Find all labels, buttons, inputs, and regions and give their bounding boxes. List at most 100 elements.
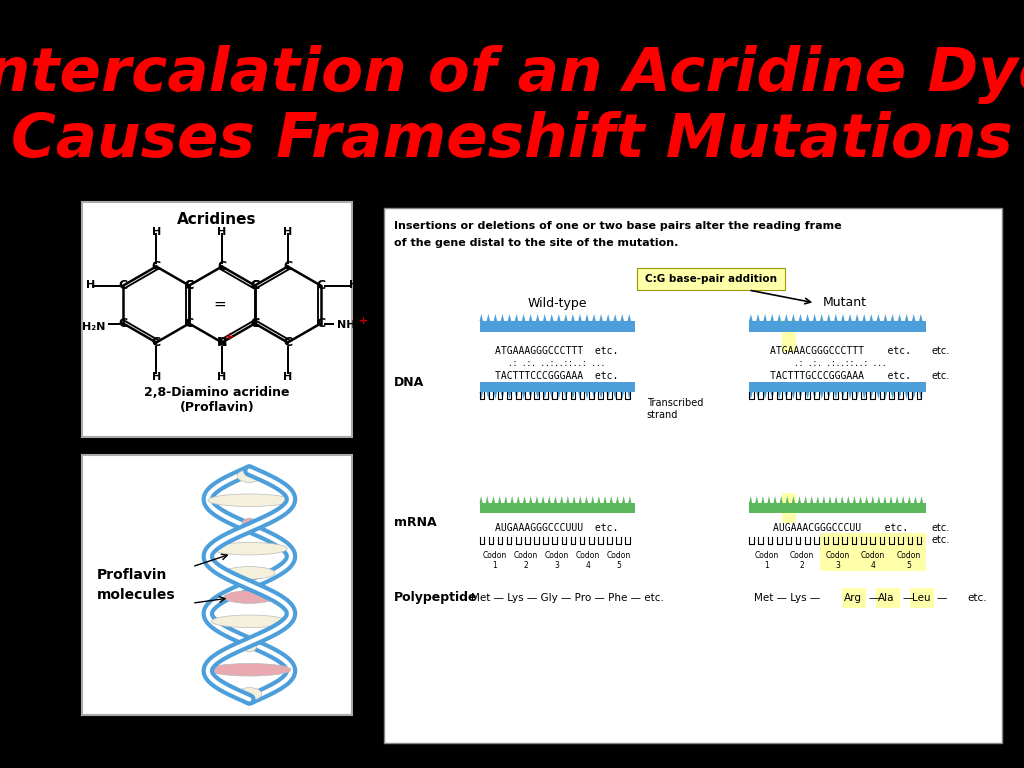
Polygon shape	[603, 496, 606, 503]
Text: —: —	[868, 593, 879, 603]
Text: etc.: etc.	[931, 535, 949, 545]
Polygon shape	[572, 496, 575, 503]
Bar	[479, 503, 635, 513]
Polygon shape	[871, 496, 874, 503]
Text: etc.: etc.	[931, 346, 949, 356]
Text: Codon: Codon	[896, 551, 921, 560]
Polygon shape	[515, 392, 518, 399]
Polygon shape	[862, 314, 866, 321]
Polygon shape	[884, 392, 887, 399]
Polygon shape	[543, 392, 547, 399]
Polygon shape	[763, 392, 767, 399]
Bar	[479, 321, 635, 332]
Text: Proflavin: Proflavin	[97, 568, 167, 581]
Polygon shape	[591, 496, 594, 503]
Polygon shape	[902, 496, 905, 503]
Polygon shape	[599, 314, 603, 321]
Polygon shape	[606, 392, 610, 399]
Text: Mutant: Mutant	[823, 296, 867, 310]
Polygon shape	[564, 314, 567, 321]
Bar	[820, 533, 926, 571]
Polygon shape	[877, 392, 880, 399]
Text: C: C	[217, 260, 226, 273]
Polygon shape	[813, 314, 816, 321]
Polygon shape	[862, 392, 866, 399]
Polygon shape	[763, 314, 767, 321]
Polygon shape	[898, 314, 901, 321]
Text: —: —	[902, 593, 912, 603]
Polygon shape	[878, 496, 881, 503]
Text: 1: 1	[765, 561, 769, 570]
Polygon shape	[486, 392, 490, 399]
Polygon shape	[896, 496, 899, 503]
Polygon shape	[785, 496, 788, 503]
Polygon shape	[564, 392, 567, 399]
Polygon shape	[621, 392, 624, 399]
Polygon shape	[629, 496, 632, 503]
Ellipse shape	[242, 518, 257, 531]
Polygon shape	[816, 496, 819, 503]
Text: N: N	[217, 336, 227, 349]
Polygon shape	[548, 496, 551, 503]
Text: Codon: Codon	[514, 551, 539, 560]
Polygon shape	[479, 392, 483, 399]
Bar	[782, 493, 796, 523]
Text: +: +	[358, 316, 368, 326]
Text: H: H	[283, 227, 293, 237]
Polygon shape	[799, 392, 802, 399]
Polygon shape	[494, 314, 498, 321]
Ellipse shape	[208, 664, 291, 676]
Polygon shape	[779, 496, 782, 503]
Polygon shape	[486, 314, 490, 321]
Bar	[82, 455, 352, 715]
Polygon shape	[835, 496, 838, 503]
Text: +: +	[225, 332, 234, 342]
Text: C: C	[250, 317, 259, 330]
Polygon shape	[543, 314, 547, 321]
Polygon shape	[912, 314, 915, 321]
Polygon shape	[628, 392, 631, 399]
Polygon shape	[498, 496, 501, 503]
Ellipse shape	[212, 542, 288, 555]
Polygon shape	[920, 496, 923, 503]
Polygon shape	[890, 496, 893, 503]
Text: etc.: etc.	[640, 346, 657, 356]
Polygon shape	[855, 314, 859, 321]
Polygon shape	[841, 496, 844, 503]
Polygon shape	[853, 496, 856, 503]
Text: mRNA: mRNA	[394, 517, 436, 529]
Polygon shape	[835, 392, 838, 399]
Polygon shape	[827, 392, 830, 399]
Polygon shape	[501, 392, 504, 399]
Text: Codon: Codon	[575, 551, 600, 560]
Polygon shape	[597, 496, 600, 503]
Text: AUGAAAGGGCCCUUU  etc.: AUGAAAGGGCCCUUU etc.	[496, 523, 618, 533]
Polygon shape	[770, 314, 774, 321]
Polygon shape	[536, 392, 540, 399]
Text: C: C	[316, 317, 326, 330]
Bar	[782, 320, 796, 352]
Text: Met — Lys — Gly — Pro — Phe — etc.: Met — Lys — Gly — Pro — Phe — etc.	[471, 593, 664, 603]
Text: molecules: molecules	[97, 588, 176, 602]
Polygon shape	[820, 314, 823, 321]
Polygon shape	[908, 496, 911, 503]
Text: Wild-type: Wild-type	[527, 296, 587, 310]
Polygon shape	[827, 314, 830, 321]
Polygon shape	[494, 392, 498, 399]
Text: AUGAAACGGGCCCUU    etc.: AUGAAACGGGCCCUU etc.	[772, 523, 907, 533]
Polygon shape	[522, 392, 525, 399]
Polygon shape	[529, 496, 532, 503]
Text: C: C	[284, 336, 292, 349]
Text: —: —	[936, 593, 946, 603]
Text: Codon: Codon	[607, 551, 631, 560]
Polygon shape	[628, 314, 631, 321]
Polygon shape	[784, 392, 788, 399]
Polygon shape	[566, 496, 569, 503]
Polygon shape	[848, 314, 852, 321]
Polygon shape	[750, 496, 753, 503]
Bar	[384, 208, 1002, 743]
Polygon shape	[571, 392, 574, 399]
Text: etc.: etc.	[931, 523, 949, 533]
Text: TACTTTGCCCGGGAAA    etc.: TACTTTGCCCGGGAAA etc.	[770, 371, 910, 381]
Polygon shape	[898, 392, 901, 399]
